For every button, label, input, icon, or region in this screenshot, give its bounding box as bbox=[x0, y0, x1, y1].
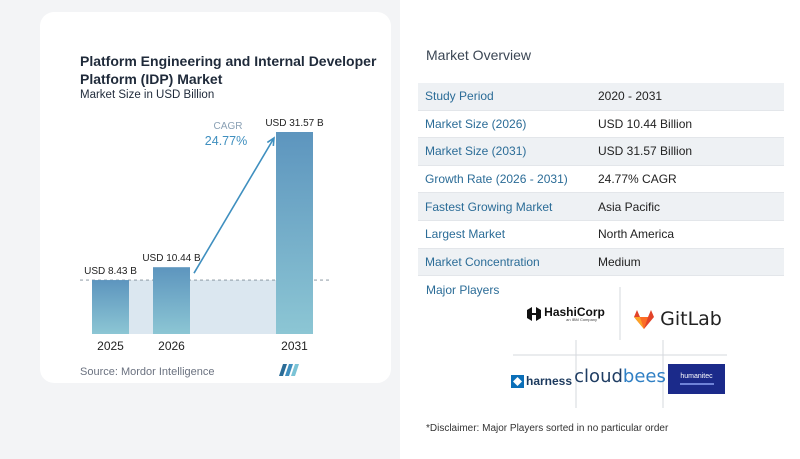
data-label-2026: USD 10.44 B bbox=[142, 253, 201, 264]
humanitec-logo: humanitec bbox=[668, 364, 725, 394]
bar-2026 bbox=[153, 267, 190, 334]
overview-title: Market Overview bbox=[426, 47, 532, 63]
humanitec-tagline-mark bbox=[679, 383, 714, 385]
row-key: Market Concentration bbox=[418, 248, 591, 277]
source-text: Source: Mordor Intelligence bbox=[80, 366, 215, 378]
gitlab-logo: GitLab bbox=[633, 306, 723, 332]
x-tick-2026: 2026 bbox=[158, 339, 185, 353]
table-row: Growth Rate (2026 - 2031) 24.77% CAGR bbox=[418, 165, 784, 194]
cloudbees-name-part2: bees bbox=[622, 365, 666, 387]
humanitec-name: humanitec bbox=[680, 373, 713, 380]
overview-table: Study Period 2020 - 2031 Market Size (202… bbox=[418, 83, 784, 277]
x-tick-2025: 2025 bbox=[97, 339, 124, 353]
table-row: Market Concentration Medium bbox=[418, 248, 784, 277]
cagr-label: CAGR bbox=[214, 121, 243, 132]
hashicorp-logo: HashiCorp an IBM Company bbox=[520, 303, 612, 325]
bar-chart: USD 8.43 B 2025 USD 10.44 B 2026 USD 31.57 B… bbox=[80, 118, 330, 353]
row-key: Fastest Growing Market bbox=[418, 192, 591, 221]
bar-2025 bbox=[92, 280, 129, 334]
disclaimer: *Disclaimer: Major Players sorted in no … bbox=[426, 423, 669, 434]
gitlab-name: GitLab bbox=[660, 308, 722, 330]
row-value: North America bbox=[591, 220, 784, 249]
row-value: 2020 - 2031 bbox=[591, 83, 784, 111]
cagr-arrow bbox=[193, 137, 275, 274]
row-value: USD 31.57 Billion bbox=[591, 137, 784, 166]
x-tick-2031: 2031 bbox=[281, 339, 308, 353]
row-key: Market Size (2031) bbox=[418, 137, 591, 166]
gitlab-fox-icon bbox=[634, 309, 655, 329]
row-key: Market Size (2026) bbox=[418, 110, 591, 139]
chart-subtitle: Market Size in USD Billion bbox=[80, 89, 215, 101]
bar-2031 bbox=[276, 132, 313, 334]
row-value: Medium bbox=[591, 248, 784, 277]
harness-logo: harness bbox=[511, 372, 575, 390]
table-row: Study Period 2020 - 2031 bbox=[418, 83, 784, 111]
hashicorp-mark-icon bbox=[527, 307, 542, 321]
table-row: Market Size (2026) USD 10.44 Billion bbox=[418, 110, 784, 139]
row-key: Largest Market bbox=[418, 220, 591, 249]
row-value: 24.77% CAGR bbox=[591, 165, 784, 194]
cagr-value: 24.77% bbox=[205, 134, 247, 148]
data-label-2031: USD 31.57 B bbox=[265, 118, 324, 129]
cloudbees-name-part1: cloud bbox=[574, 365, 623, 387]
row-key: Growth Rate (2026 - 2031) bbox=[418, 165, 591, 194]
major-players-title: Major Players bbox=[426, 283, 500, 297]
harness-name: harness bbox=[526, 374, 573, 388]
data-label-2025: USD 8.43 B bbox=[84, 266, 137, 277]
cagr-arrowhead bbox=[266, 136, 275, 147]
chart-title: Platform Engineering and Internal Develo… bbox=[80, 53, 377, 87]
table-row: Fastest Growing Market Asia Pacific bbox=[418, 192, 784, 221]
row-value: Asia Pacific bbox=[591, 192, 784, 221]
hashicorp-sub: an IBM Company bbox=[566, 317, 598, 322]
row-value: USD 10.44 Billion bbox=[591, 110, 784, 139]
hashicorp-name: HashiCorp bbox=[544, 305, 605, 319]
table-row: Largest Market North America bbox=[418, 220, 784, 249]
row-key: Study Period bbox=[418, 83, 591, 111]
cloudbees-logo: cloud bees bbox=[574, 363, 666, 389]
harness-mark-icon bbox=[511, 374, 524, 388]
table-row: Market Size (2031) USD 31.57 Billion bbox=[418, 137, 784, 166]
